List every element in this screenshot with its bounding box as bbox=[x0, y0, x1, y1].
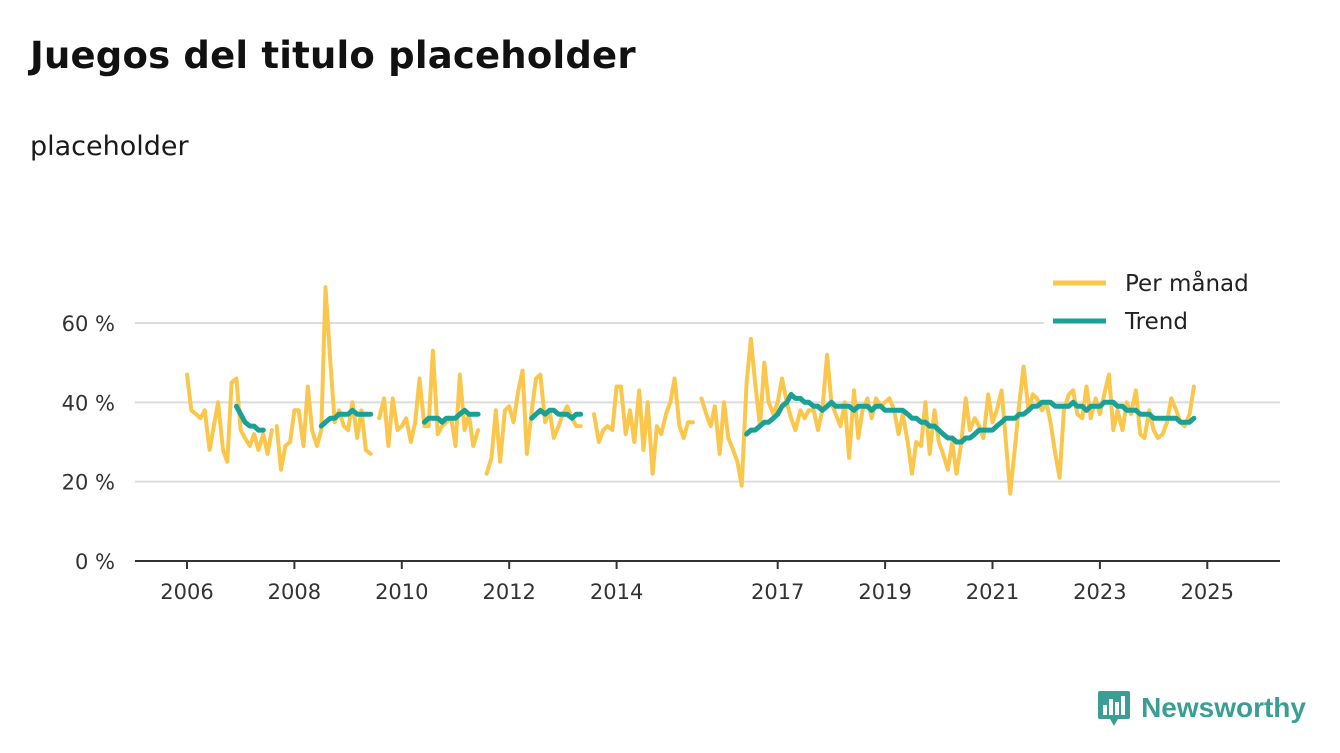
series-trend bbox=[233, 391, 1197, 445]
series-line-trend bbox=[421, 407, 481, 425]
series-line-per-m-nad bbox=[484, 368, 583, 476]
x-tick-label: 2017 bbox=[751, 580, 804, 604]
x-tick-label: 2023 bbox=[1073, 580, 1126, 604]
series-line-trend bbox=[744, 391, 1197, 445]
bar-chart-logo-icon bbox=[1098, 691, 1131, 726]
x-tick-label: 2010 bbox=[375, 580, 428, 604]
legend: Per månad Trend bbox=[1044, 262, 1280, 346]
brand-logo: Newsworthy bbox=[1097, 689, 1306, 727]
chart-subtitle: placeholder bbox=[30, 131, 189, 162]
y-tick-label: 40 % bbox=[62, 391, 115, 415]
brand-name: Newsworthy bbox=[1141, 692, 1306, 723]
x-tick-label: 2012 bbox=[482, 580, 535, 604]
x-tick-label: 2025 bbox=[1181, 580, 1234, 604]
y-tick-label: 60 % bbox=[62, 312, 115, 336]
series-per-m-nad bbox=[185, 285, 1196, 496]
y-tick-label: 0 % bbox=[75, 550, 115, 574]
series-line-per-m-nad bbox=[592, 376, 695, 476]
y-axis-labels: 0 % 20 % 40 % 60 % bbox=[62, 312, 115, 574]
series-line-per-m-nad bbox=[185, 372, 274, 464]
x-tick-label: 2021 bbox=[966, 580, 1019, 604]
x-tick-label: 2008 bbox=[268, 580, 321, 604]
x-tick-label: 2006 bbox=[160, 580, 213, 604]
series-line-trend bbox=[529, 407, 584, 421]
legend-label-trend: Trend bbox=[1124, 309, 1188, 335]
y-tick-label: 20 % bbox=[62, 471, 115, 495]
chart-title: Juegos del titulo placeholder bbox=[30, 34, 636, 77]
series-line-per-m-nad bbox=[699, 336, 1196, 496]
series-line-per-m-nad bbox=[274, 285, 373, 472]
x-tick-label: 2019 bbox=[858, 580, 911, 604]
legend-label-per-manad: Per månad bbox=[1125, 269, 1249, 297]
x-tick-label: 2014 bbox=[590, 580, 643, 604]
series-line-per-m-nad bbox=[377, 348, 481, 448]
series-layer bbox=[185, 285, 1197, 496]
series-line-trend bbox=[233, 403, 266, 433]
series-line-trend bbox=[318, 407, 374, 429]
legend-background bbox=[1044, 262, 1280, 346]
x-axis: 2006 2008 2010 2012 2014 2017 2019 2021 2023 2025 bbox=[135, 560, 1280, 604]
